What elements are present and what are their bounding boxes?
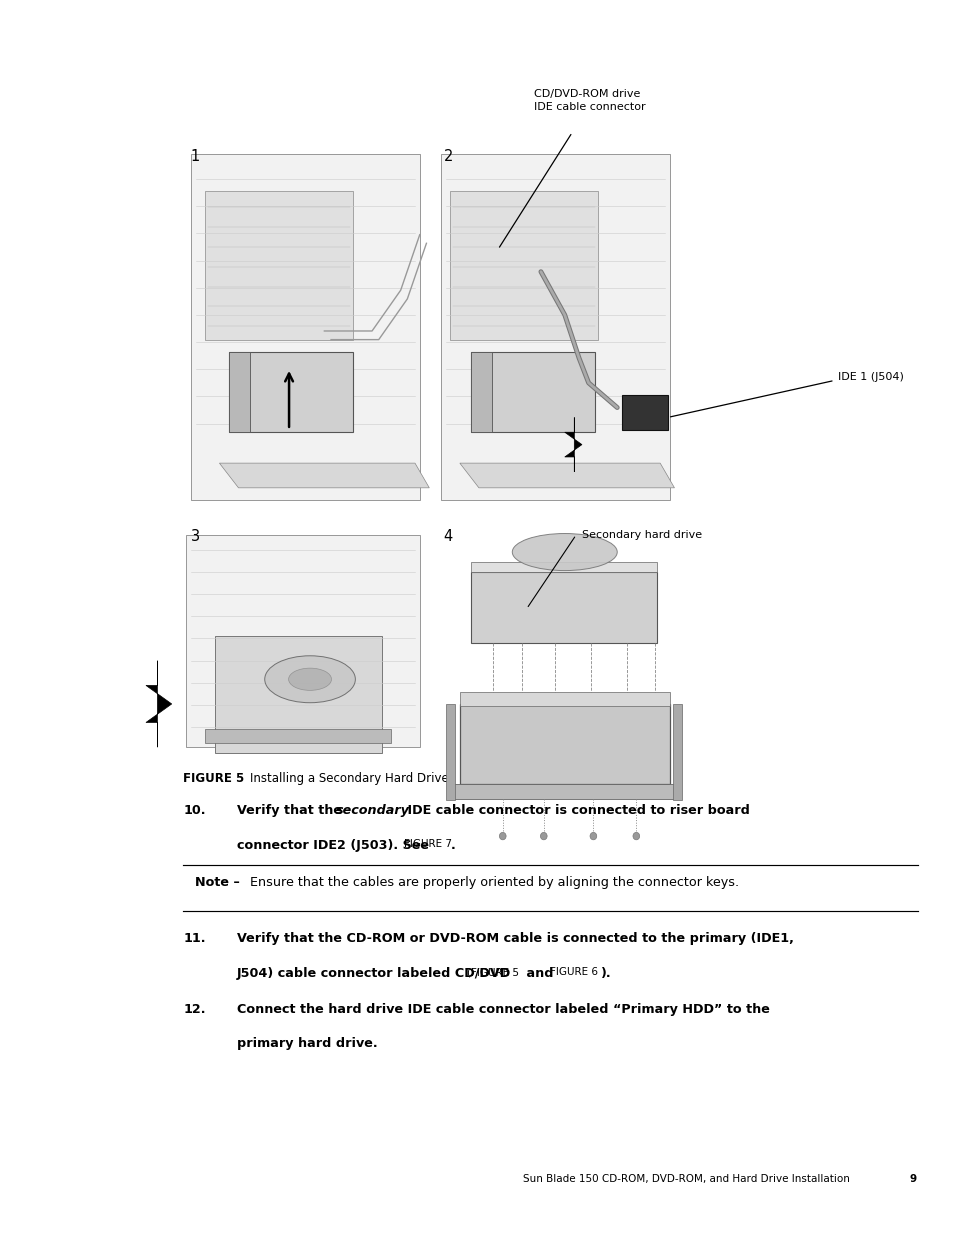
Text: Verify that the: Verify that the <box>236 804 346 818</box>
Text: J504) cable connector labeled CD/DVD: J504) cable connector labeled CD/DVD <box>236 967 515 981</box>
Ellipse shape <box>499 832 505 840</box>
Polygon shape <box>191 154 419 500</box>
FancyBboxPatch shape <box>229 352 353 432</box>
Text: 4: 4 <box>443 529 453 543</box>
FancyBboxPatch shape <box>471 572 657 643</box>
Text: .: . <box>450 839 455 852</box>
Text: (FIGURE 5: (FIGURE 5 <box>466 967 518 977</box>
Text: 10.: 10. <box>183 804 206 818</box>
FancyBboxPatch shape <box>205 191 353 340</box>
Ellipse shape <box>288 668 331 690</box>
Text: secondary: secondary <box>335 804 409 818</box>
Ellipse shape <box>539 832 547 840</box>
FancyBboxPatch shape <box>471 352 595 432</box>
Polygon shape <box>564 417 581 472</box>
Polygon shape <box>219 463 429 488</box>
Text: connector IDE2 (J503). See: connector IDE2 (J503). See <box>236 839 433 852</box>
FancyBboxPatch shape <box>229 352 250 432</box>
Text: ).: ). <box>600 967 611 981</box>
Polygon shape <box>440 154 669 500</box>
Polygon shape <box>186 535 419 747</box>
Text: and: and <box>521 967 558 981</box>
Text: 12.: 12. <box>183 1003 206 1016</box>
Text: Secondary hard drive: Secondary hard drive <box>581 530 701 540</box>
Text: FIGURE 7: FIGURE 7 <box>404 839 452 848</box>
FancyBboxPatch shape <box>205 729 391 743</box>
Polygon shape <box>448 784 677 799</box>
Text: Note –: Note – <box>194 876 239 889</box>
FancyBboxPatch shape <box>459 704 669 784</box>
FancyBboxPatch shape <box>445 704 455 800</box>
FancyBboxPatch shape <box>459 692 669 706</box>
FancyBboxPatch shape <box>450 191 598 340</box>
Text: FIGURE 6: FIGURE 6 <box>550 967 598 977</box>
Polygon shape <box>471 562 657 572</box>
Text: Verify that the CD-ROM or DVD-ROM cable is connected to the primary (IDE1,: Verify that the CD-ROM or DVD-ROM cable … <box>236 932 793 946</box>
Text: Installing a Secondary Hard Drive: Installing a Secondary Hard Drive <box>250 772 448 785</box>
Text: Ensure that the cables are properly oriented by aligning the connector keys.: Ensure that the cables are properly orie… <box>250 876 739 889</box>
Text: 11.: 11. <box>183 932 206 946</box>
Text: primary hard drive.: primary hard drive. <box>236 1037 376 1051</box>
FancyBboxPatch shape <box>471 352 492 432</box>
Text: FIGURE 5: FIGURE 5 <box>183 772 244 785</box>
Text: 3: 3 <box>191 529 200 543</box>
FancyBboxPatch shape <box>186 74 924 760</box>
Text: 9: 9 <box>908 1174 915 1184</box>
Ellipse shape <box>512 534 617 571</box>
Ellipse shape <box>589 832 597 840</box>
Text: CD/DVD-ROM drive
IDE cable connector: CD/DVD-ROM drive IDE cable connector <box>534 89 645 112</box>
Ellipse shape <box>633 832 639 840</box>
Text: Connect the hard drive IDE cable connector labeled “Primary HDD” to the: Connect the hard drive IDE cable connect… <box>236 1003 769 1016</box>
Text: 2: 2 <box>443 149 453 164</box>
Text: Sun Blade 150 CD-ROM, DVD-ROM, and Hard Drive Installation: Sun Blade 150 CD-ROM, DVD-ROM, and Hard … <box>522 1174 849 1184</box>
Ellipse shape <box>264 656 355 703</box>
FancyBboxPatch shape <box>621 395 667 430</box>
Polygon shape <box>146 661 172 747</box>
Text: IDE cable connector is connected to riser board: IDE cable connector is connected to rise… <box>402 804 749 818</box>
Text: 1: 1 <box>191 149 200 164</box>
Polygon shape <box>459 463 674 488</box>
Text: IDE 1 (J504): IDE 1 (J504) <box>837 372 902 382</box>
FancyBboxPatch shape <box>214 636 381 753</box>
FancyBboxPatch shape <box>672 704 681 800</box>
